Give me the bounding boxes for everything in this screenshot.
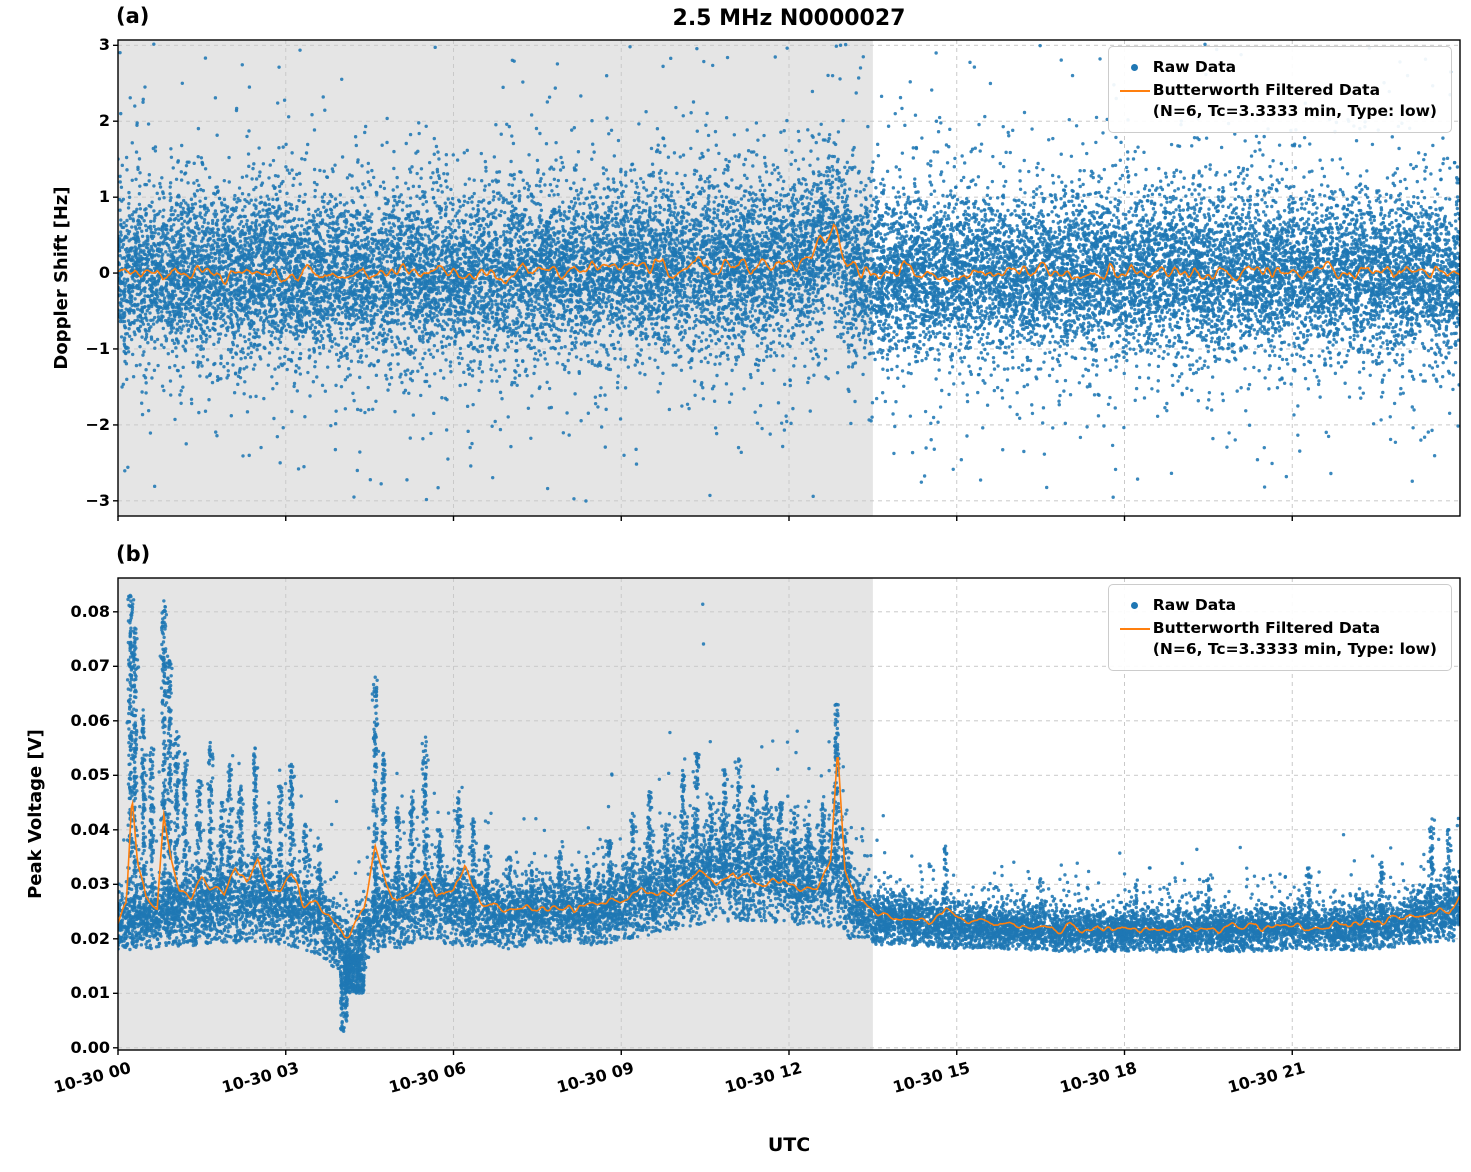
filtered-line-marker-icon bbox=[1117, 618, 1153, 639]
legend-raw-label: Raw Data bbox=[1152, 58, 1237, 76]
raw-data-marker-icon bbox=[1117, 595, 1153, 616]
y-tick-label-panel-b: 0.08 bbox=[70, 601, 110, 621]
y-tick-label-panel-a: −1 bbox=[85, 338, 110, 358]
legend-filtered-label: Butterworth Filtered Data bbox=[1152, 81, 1381, 99]
legend-filtered-label: Butterworth Filtered Data bbox=[1152, 619, 1381, 637]
y-tick-label-panel-b: 0.03 bbox=[70, 874, 110, 894]
legend-entry-filtered: Butterworth Filtered Data (N=6, Tc=3.333… bbox=[1117, 618, 1437, 660]
y-tick-label-panel-b: 0.05 bbox=[70, 765, 110, 785]
y-tick-label-panel-b: 0.00 bbox=[70, 1037, 110, 1057]
legend-panel-a: Raw Data Butterworth Filtered Data (N=6,… bbox=[1107, 46, 1452, 133]
legend-filtered-params: (N=6, Tc=3.3333 min, Type: low) bbox=[1152, 102, 1437, 120]
legend-entry-raw: Raw Data bbox=[1117, 57, 1437, 78]
y-tick-label-panel-a: 0 bbox=[98, 263, 110, 283]
x-axis-label: UTC bbox=[767, 1134, 811, 1156]
y-tick-label-panel-a: 1 bbox=[98, 187, 110, 207]
legend-filtered-params: (N=6, Tc=3.3333 min, Type: low) bbox=[1152, 640, 1437, 658]
y-tick-label-panel-a: −3 bbox=[85, 490, 110, 510]
y-axis-label-doppler: Doppler Shift [Hz] bbox=[51, 186, 72, 370]
raw-data-marker-icon bbox=[1117, 57, 1153, 78]
y-tick-label-panel-b: 0.01 bbox=[70, 983, 110, 1003]
legend-entry-raw: Raw Data bbox=[1117, 595, 1437, 616]
y-axis-label-voltage: Peak Voltage [V] bbox=[25, 729, 46, 899]
y-tick-label-panel-b: 0.04 bbox=[70, 819, 110, 839]
figure-title: 2.5 MHz N0000027 bbox=[672, 6, 906, 31]
y-tick-label-panel-b: 0.07 bbox=[70, 656, 110, 676]
y-tick-label-panel-a: −2 bbox=[85, 414, 110, 434]
panel-a-tag: (a) bbox=[116, 4, 150, 28]
y-tick-label-panel-b: 0.06 bbox=[70, 710, 110, 730]
legend-entry-filtered: Butterworth Filtered Data (N=6, Tc=3.333… bbox=[1117, 80, 1437, 122]
y-tick-label-panel-a: 2 bbox=[98, 111, 110, 131]
panel-b-tag: (b) bbox=[116, 542, 151, 566]
y-tick-label-panel-b: 0.02 bbox=[70, 928, 110, 948]
legend-panel-b: Raw Data Butterworth Filtered Data (N=6,… bbox=[1107, 584, 1452, 671]
legend-raw-label: Raw Data bbox=[1152, 596, 1237, 614]
filtered-line-marker-icon bbox=[1117, 80, 1153, 101]
y-tick-label-panel-a: 3 bbox=[98, 35, 110, 55]
